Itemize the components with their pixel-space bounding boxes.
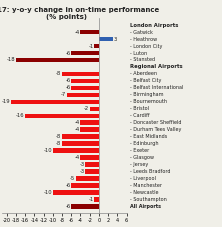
Text: - Newcastle: - Newcastle	[130, 190, 158, 195]
Bar	[11, 100, 99, 104]
Text: -16: -16	[16, 113, 25, 118]
Bar	[16, 58, 99, 62]
Text: - Bournemouth: - Bournemouth	[130, 99, 167, 104]
Bar	[94, 44, 99, 48]
Text: - Leeds Bradford: - Leeds Bradford	[130, 169, 170, 174]
Bar	[71, 204, 99, 209]
Text: -2: -2	[84, 106, 89, 111]
Text: - Aberdeen: - Aberdeen	[130, 72, 157, 76]
Bar	[71, 79, 99, 83]
Text: -3: -3	[79, 169, 84, 174]
Bar	[81, 30, 99, 34]
Bar	[81, 127, 99, 132]
Text: - Jersey: - Jersey	[130, 162, 148, 167]
Bar	[25, 114, 99, 118]
Bar	[62, 72, 99, 76]
Text: - Durham Tees Valley: - Durham Tees Valley	[130, 127, 181, 132]
Text: - Belfast City: - Belfast City	[130, 78, 161, 83]
Text: - Doncaster Sheffield: - Doncaster Sheffield	[130, 120, 181, 125]
Text: - Heathrow: - Heathrow	[130, 37, 157, 42]
Text: - Liverpool: - Liverpool	[130, 176, 156, 181]
Text: Regional Airports: Regional Airports	[130, 64, 182, 69]
Text: - East Midlands: - East Midlands	[130, 134, 167, 139]
Text: -6: -6	[65, 183, 71, 188]
Text: -10: -10	[44, 148, 52, 153]
Text: - Gatwick: - Gatwick	[130, 30, 153, 35]
Bar	[71, 183, 99, 188]
Bar	[62, 134, 99, 139]
Text: -1: -1	[88, 44, 94, 49]
Text: - Manchester: - Manchester	[130, 183, 162, 188]
Text: -18: -18	[7, 57, 15, 62]
Bar	[53, 190, 99, 195]
Text: All Airports: All Airports	[130, 204, 161, 209]
Text: - Southampton: - Southampton	[130, 197, 167, 202]
Text: -4: -4	[75, 120, 80, 125]
Bar	[85, 162, 99, 167]
Text: - London City: - London City	[130, 44, 162, 49]
Text: - Exeter: - Exeter	[130, 148, 149, 153]
Text: - Bristol: - Bristol	[130, 106, 149, 111]
Bar	[99, 37, 113, 41]
Text: -4: -4	[75, 155, 80, 160]
Bar	[71, 51, 99, 55]
Text: -6: -6	[65, 78, 71, 83]
Bar	[67, 93, 99, 97]
Text: Q3 2017: y-o-y change in on-time performance
(% points): Q3 2017: y-o-y change in on-time perform…	[0, 7, 159, 20]
Bar	[81, 155, 99, 160]
Text: -7: -7	[61, 92, 66, 97]
Text: -19: -19	[2, 99, 11, 104]
Bar	[94, 197, 99, 202]
Text: -8: -8	[56, 134, 61, 139]
Text: London Airports: London Airports	[130, 23, 178, 28]
Text: -10: -10	[44, 190, 52, 195]
Bar	[62, 141, 99, 146]
Text: - Belfast International: - Belfast International	[130, 85, 183, 90]
Text: -6: -6	[65, 204, 71, 209]
Bar	[53, 148, 99, 153]
Bar	[85, 169, 99, 174]
Text: -8: -8	[56, 72, 61, 76]
Bar	[71, 86, 99, 90]
Text: -8: -8	[56, 141, 61, 146]
Text: - Edinburgh: - Edinburgh	[130, 141, 158, 146]
Bar	[81, 121, 99, 125]
Text: - Birmingham: - Birmingham	[130, 92, 163, 97]
Text: -3: -3	[79, 162, 84, 167]
Text: -4: -4	[75, 30, 80, 35]
Text: - Luton: - Luton	[130, 51, 147, 56]
Text: -1: -1	[88, 197, 94, 202]
Bar	[90, 106, 99, 111]
Text: - Cardiff: - Cardiff	[130, 113, 149, 118]
Text: 3: 3	[113, 37, 117, 42]
Text: -4: -4	[75, 127, 80, 132]
Text: -6: -6	[65, 51, 71, 56]
Text: - Glasgow: - Glasgow	[130, 155, 154, 160]
Text: -6: -6	[65, 85, 71, 90]
Text: - Stansted: - Stansted	[130, 57, 155, 62]
Bar	[76, 176, 99, 181]
Text: -5: -5	[70, 176, 75, 181]
